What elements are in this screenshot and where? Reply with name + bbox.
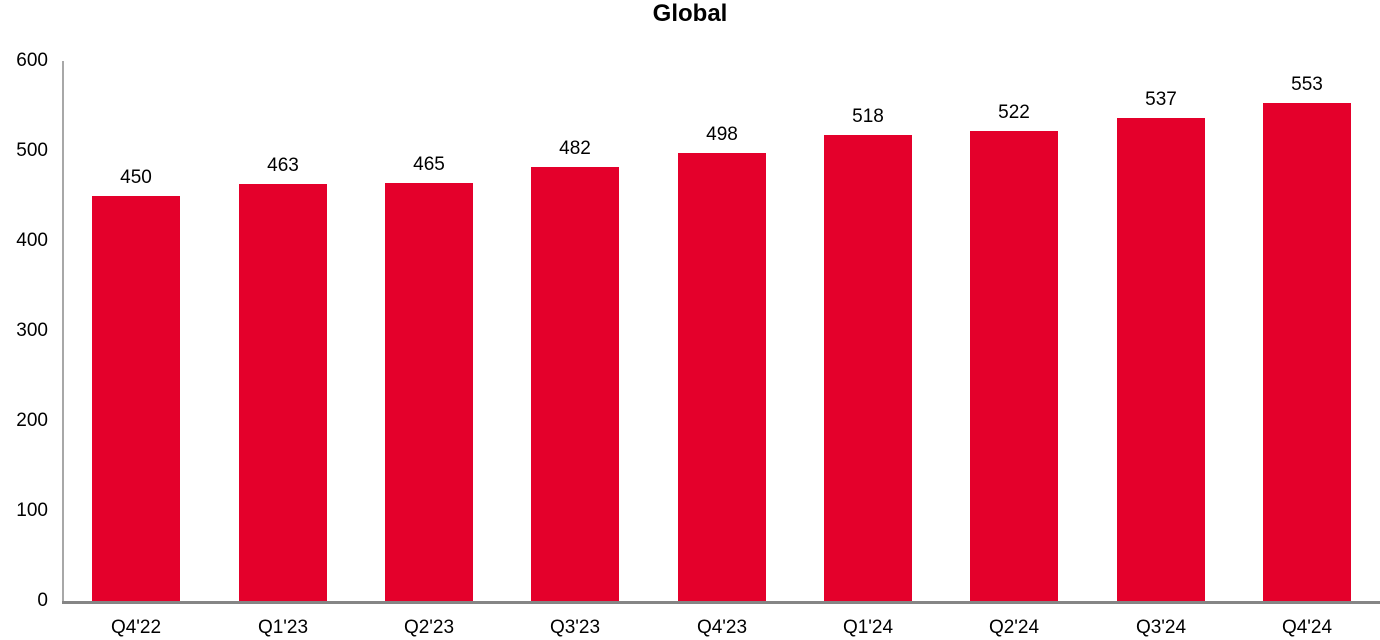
y-axis-line <box>62 61 64 601</box>
bar <box>239 184 327 601</box>
x-category-label: Q1'23 <box>257 617 309 638</box>
x-category-label: Q2'24 <box>988 617 1040 638</box>
y-tick-label: 600 <box>16 50 48 71</box>
bar-value-label: 463 <box>267 155 299 177</box>
bar-value-label: 518 <box>852 105 884 127</box>
bar <box>970 131 1058 601</box>
x-category-label: Q3'24 <box>1135 617 1187 638</box>
y-tick-label: 300 <box>16 320 48 341</box>
x-category-label: Q4'23 <box>696 617 748 638</box>
bar-value-label: 482 <box>559 138 591 160</box>
y-tick-label: 100 <box>16 500 48 521</box>
bar-value-label: 522 <box>998 102 1030 124</box>
bar <box>1263 103 1351 601</box>
bar-value-label: 465 <box>413 153 445 175</box>
bar-value-label: 553 <box>1291 74 1323 96</box>
bar-value-label: 498 <box>706 123 738 145</box>
bar <box>678 152 766 601</box>
x-category-label: Q4'24 <box>1281 617 1333 638</box>
bar-value-label: 537 <box>1145 88 1177 110</box>
x-category-label: Q1'24 <box>842 617 894 638</box>
y-tick-label: 200 <box>16 410 48 431</box>
bar <box>824 134 912 601</box>
y-tick-label: 0 <box>37 590 48 611</box>
x-category-label: Q3'23 <box>549 617 601 638</box>
chart-title: Global <box>652 0 728 27</box>
bar <box>92 196 180 601</box>
bar-value-label: 450 <box>120 167 152 188</box>
bar <box>1117 117 1205 601</box>
x-axis-line <box>62 601 1380 604</box>
bar <box>531 167 619 601</box>
bar <box>385 182 473 601</box>
x-category-label: Q4'22 <box>110 617 162 638</box>
y-tick-label: 500 <box>16 140 48 161</box>
x-category-label: Q2'23 <box>403 617 455 638</box>
y-tick-label: 400 <box>16 230 48 251</box>
